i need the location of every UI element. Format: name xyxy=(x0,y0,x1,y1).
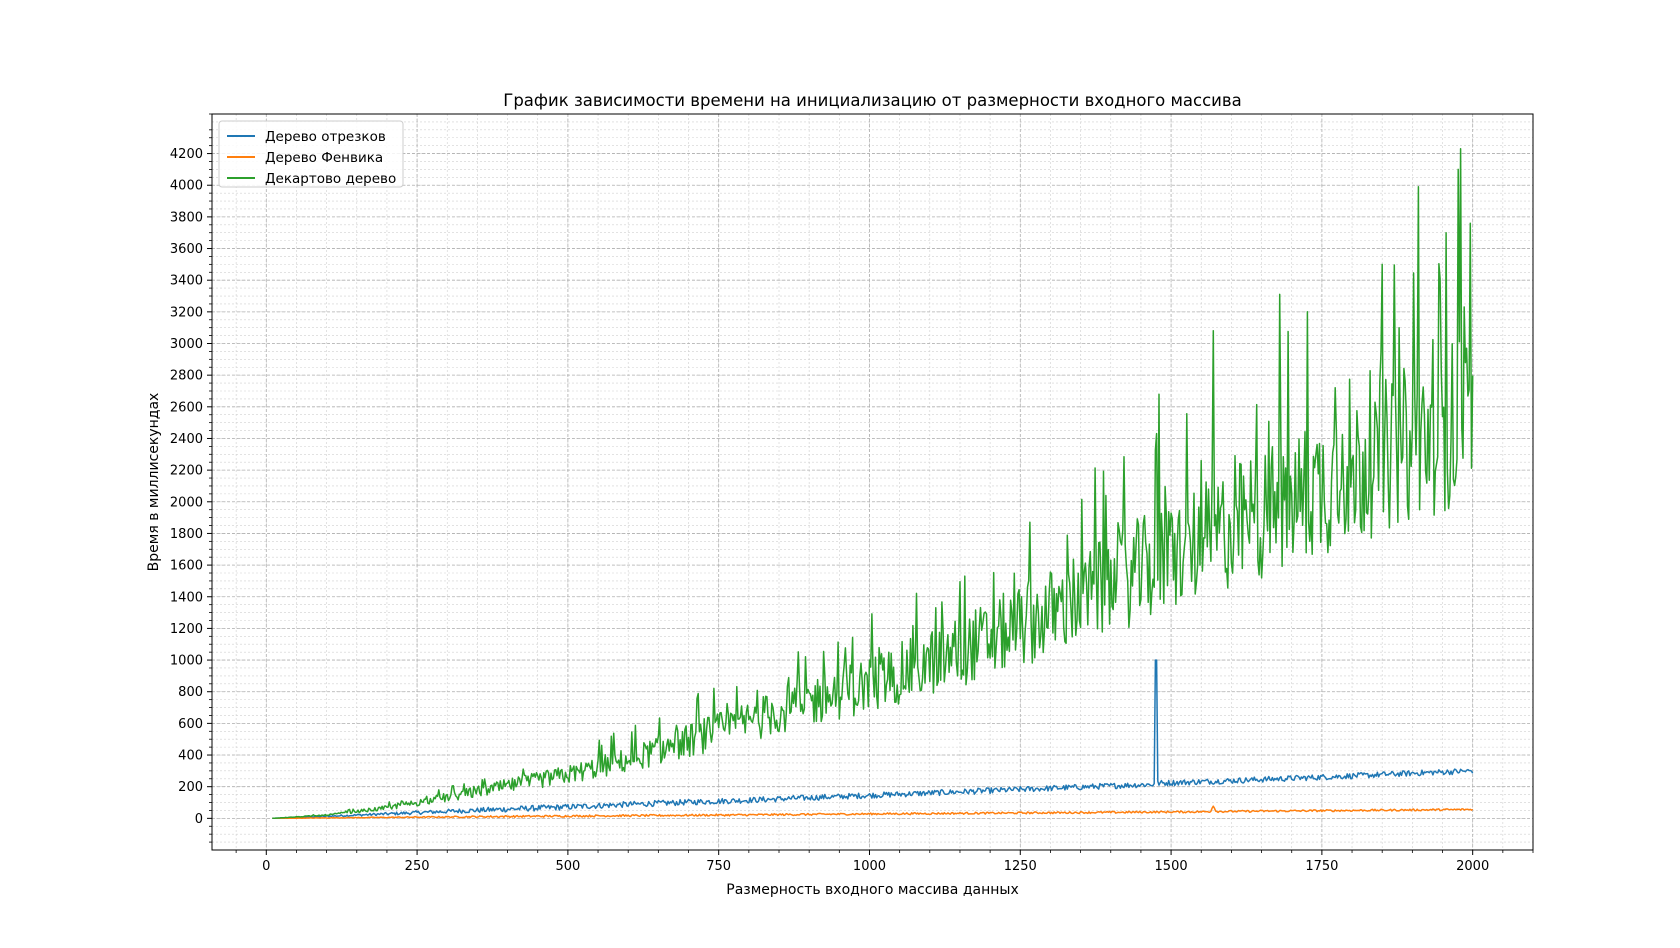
minor-grid xyxy=(212,113,1534,851)
x-tick-label: 1000 xyxy=(853,859,886,874)
x-axis-ticks: 0 250 500 750 1000 1250 1500 1750 2000 xyxy=(235,850,1534,874)
y-tick-label: 3000 xyxy=(170,337,203,352)
y-tick-label: 1600 xyxy=(170,559,203,574)
y-tick-label: 1800 xyxy=(170,527,203,542)
legend-box xyxy=(218,120,404,188)
y-tick-label: 0 xyxy=(195,812,203,827)
y-tick-label: 3400 xyxy=(170,274,203,289)
y-tick-label: 1200 xyxy=(170,622,203,637)
y-tick-label: 2000 xyxy=(170,495,203,510)
x-tick-label: 1750 xyxy=(1305,859,1338,874)
y-axis-ticks: 0 200 400 600 800 1000 1200 1400 1600 1800 2000 220… xyxy=(170,113,212,843)
y-tick-label: 800 xyxy=(178,685,203,700)
major-grid xyxy=(212,114,1533,850)
x-tick-label: 750 xyxy=(706,859,731,874)
y-tick-label: 4200 xyxy=(170,147,203,162)
x-tick-label: 500 xyxy=(555,859,580,874)
y-tick-label: 2400 xyxy=(170,432,203,447)
series-line xyxy=(272,805,1474,820)
y-tick-label: 2600 xyxy=(170,400,203,415)
series-layer xyxy=(272,148,1474,820)
x-tick-label: 250 xyxy=(405,859,430,874)
x-axis-label: Размерность входного массива данных xyxy=(726,882,1019,898)
y-tick-label: 600 xyxy=(178,717,203,732)
plot-frame xyxy=(211,113,1534,851)
legend: Дерево отрезков Дерево Фенвика Декартово д… xyxy=(218,120,404,188)
y-tick-label: 4000 xyxy=(170,179,203,194)
chart-title: График зависимости времени на инициализа… xyxy=(503,91,1241,110)
legend-label: Дерево Фенвика xyxy=(265,150,383,166)
x-tick-label: 0 xyxy=(262,859,270,874)
x-tick-label: 1500 xyxy=(1155,859,1188,874)
y-tick-label: 2200 xyxy=(170,464,203,479)
series-line xyxy=(272,659,1474,820)
legend-label: Декартово дерево xyxy=(265,171,396,187)
y-axis-label: Время в миллисекундах xyxy=(146,393,162,572)
y-tick-label: 3200 xyxy=(170,305,203,320)
x-tick-label: 2000 xyxy=(1456,859,1489,874)
y-tick-label: 1400 xyxy=(170,590,203,605)
y-tick-label: 400 xyxy=(178,749,203,764)
y-tick-label: 3600 xyxy=(170,242,203,257)
y-tick-label: 2800 xyxy=(170,369,203,384)
y-tick-label: 3800 xyxy=(170,210,203,225)
x-tick-label: 1250 xyxy=(1004,859,1037,874)
series-line xyxy=(272,148,1474,820)
y-tick-label: 200 xyxy=(178,780,203,795)
legend-label: Дерево отрезков xyxy=(265,129,386,145)
y-tick-label: 1000 xyxy=(170,654,203,669)
